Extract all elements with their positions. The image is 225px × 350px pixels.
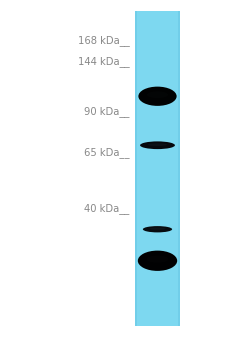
Ellipse shape (147, 256, 168, 263)
Text: 40 kDa__: 40 kDa__ (84, 203, 129, 214)
Bar (135, 10, 137, 326)
Text: 144 kDa__: 144 kDa__ (78, 56, 129, 67)
Text: 65 kDa__: 65 kDa__ (84, 147, 129, 158)
Bar (135, 10, 180, 326)
Text: 168 kDa__: 168 kDa__ (78, 35, 129, 46)
Ellipse shape (140, 141, 175, 149)
Ellipse shape (149, 228, 166, 230)
Ellipse shape (138, 87, 177, 106)
Ellipse shape (148, 143, 167, 146)
Ellipse shape (138, 251, 177, 271)
Ellipse shape (147, 91, 168, 98)
Bar (178, 10, 180, 326)
Text: 90 kDa__: 90 kDa__ (84, 106, 129, 118)
Ellipse shape (143, 226, 172, 232)
